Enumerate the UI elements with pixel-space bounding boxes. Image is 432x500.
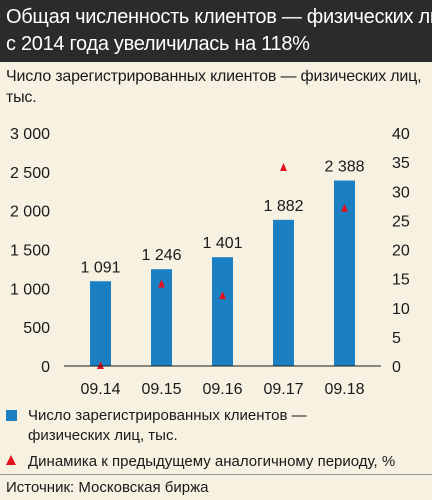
bar — [334, 180, 355, 366]
y-left-tick-label: 500 — [23, 320, 50, 337]
bar — [151, 269, 172, 366]
legend-item-markers: Динамика к предыдущему аналогичному пери… — [6, 452, 426, 472]
bar-value-label: 1 401 — [202, 235, 242, 252]
y-right-tick-label: 15 — [392, 272, 410, 289]
bar-value-label: 2 388 — [324, 159, 364, 176]
legend-bar-swatch — [6, 410, 17, 421]
x-tick-label: 09.16 — [202, 381, 242, 398]
source-divider — [0, 474, 432, 475]
bar-value-label: 1 091 — [80, 259, 120, 276]
bar — [90, 281, 111, 366]
y-left-tick-label: 2 500 — [10, 165, 50, 182]
legend-item-bars: Число зарегистрированных клиентов — физи… — [6, 406, 426, 446]
legend-bar-label-line-1: Число зарегистрированных клиентов — — [28, 407, 307, 424]
y-right-tick-label: 40 — [392, 126, 410, 143]
bar — [273, 219, 294, 366]
y-left-tick-label: 3 000 — [10, 126, 50, 143]
y-right-tick-label: 25 — [392, 213, 410, 230]
triangle-marker — [280, 162, 287, 171]
source-note: Источник: Московская биржа — [6, 479, 209, 496]
triangle-marker — [97, 361, 104, 369]
bar-value-label: 1 246 — [141, 247, 181, 264]
y-right-tick-label: 35 — [392, 155, 410, 172]
bar-value-label: 1 882 — [263, 198, 303, 215]
chart-subtitle: Число зарегистрированных клиентов — физи… — [6, 68, 422, 106]
y-left-tick-label: 1 000 — [10, 281, 50, 298]
legend-bar-label-line-2: физических лиц, тыс. — [28, 427, 178, 444]
bar — [212, 257, 233, 366]
x-tick-label: 09.14 — [80, 381, 120, 398]
y-right-tick-label: 20 — [392, 243, 410, 260]
legend-triangle-swatch — [6, 455, 16, 465]
title-banner: Общая численность клиентов — физических … — [0, 0, 432, 62]
legend-marker-label: Динамика к предыдущему аналогичному пери… — [28, 453, 396, 470]
title-line-2: с 2014 года увеличилась на 118% — [6, 33, 310, 55]
triangle-marker — [219, 291, 226, 300]
y-left-tick-label: 0 — [41, 359, 50, 376]
triangle-marker — [158, 279, 165, 288]
y-right-tick-label: 0 — [392, 359, 401, 376]
y-left-tick-label: 2 000 — [10, 204, 50, 221]
title-line-1: Общая численность клиентов — физических … — [6, 6, 432, 28]
combo-chart: 0 500 1 000 1 500 2 000 2 500 3 000 0 5 10 15 20 25 3… — [10, 126, 410, 398]
y-left-tick-label: 1 500 — [10, 243, 50, 260]
x-tick-label: 09.17 — [263, 381, 303, 398]
y-right-tick-label: 10 — [392, 301, 410, 318]
y-right-tick-label: 5 — [392, 330, 401, 347]
y-right-tick-label: 30 — [392, 184, 410, 201]
x-tick-label: 09.15 — [141, 381, 181, 398]
triangle-marker — [341, 203, 348, 212]
x-tick-label: 09.18 — [324, 381, 364, 398]
